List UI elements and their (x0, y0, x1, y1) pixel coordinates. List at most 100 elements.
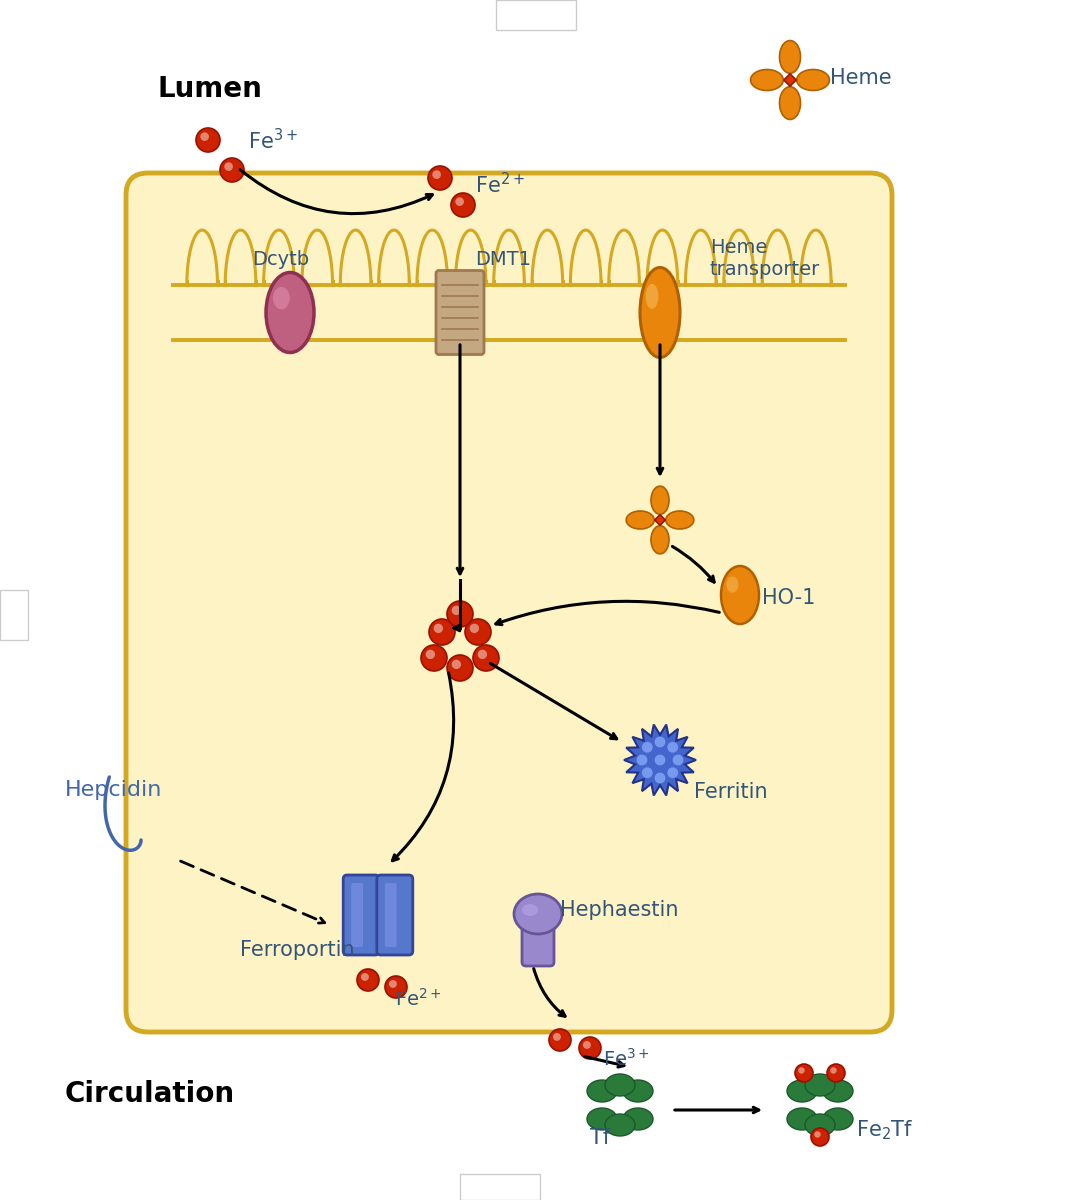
Ellipse shape (651, 486, 669, 515)
Circle shape (830, 1067, 836, 1074)
Circle shape (447, 655, 473, 680)
Circle shape (549, 1028, 571, 1051)
Circle shape (795, 1064, 813, 1082)
Ellipse shape (626, 511, 655, 529)
Circle shape (636, 755, 647, 766)
Ellipse shape (522, 904, 538, 916)
Text: Fe$^{3+}$: Fe$^{3+}$ (248, 128, 298, 154)
Circle shape (357, 970, 379, 991)
Circle shape (477, 649, 487, 659)
Circle shape (812, 1128, 829, 1146)
Circle shape (451, 660, 461, 670)
Ellipse shape (623, 1108, 654, 1130)
Ellipse shape (751, 70, 783, 90)
Text: Dcytb: Dcytb (252, 250, 309, 269)
Text: Hephaestin: Hephaestin (560, 900, 678, 920)
FancyBboxPatch shape (522, 920, 554, 966)
Text: HO-1: HO-1 (762, 588, 816, 608)
Ellipse shape (588, 1080, 617, 1102)
FancyBboxPatch shape (377, 875, 413, 955)
Text: Fe$^{3+}$: Fe$^{3+}$ (603, 1048, 650, 1070)
Ellipse shape (805, 1114, 835, 1136)
Ellipse shape (605, 1114, 635, 1136)
Circle shape (433, 170, 441, 179)
Text: Heme: Heme (830, 68, 892, 88)
Circle shape (655, 773, 665, 784)
Circle shape (451, 193, 475, 217)
Polygon shape (655, 515, 665, 526)
Ellipse shape (605, 1074, 635, 1096)
Ellipse shape (796, 70, 830, 90)
Circle shape (553, 1033, 560, 1040)
Circle shape (200, 132, 209, 140)
Ellipse shape (787, 1108, 817, 1130)
FancyBboxPatch shape (126, 173, 892, 1032)
Circle shape (655, 755, 665, 766)
Circle shape (456, 197, 464, 206)
Ellipse shape (721, 566, 758, 624)
Ellipse shape (623, 1080, 654, 1102)
Circle shape (434, 624, 443, 634)
Ellipse shape (787, 1080, 817, 1102)
Circle shape (815, 1132, 821, 1138)
Circle shape (579, 1037, 601, 1058)
Circle shape (428, 166, 452, 190)
Text: Circulation: Circulation (65, 1080, 235, 1108)
Circle shape (642, 767, 652, 778)
Text: Hepcidin: Hepcidin (65, 780, 162, 800)
Ellipse shape (646, 283, 659, 308)
Polygon shape (783, 73, 796, 86)
Circle shape (220, 158, 245, 182)
Polygon shape (624, 725, 696, 796)
Text: DMT1: DMT1 (475, 250, 531, 269)
Circle shape (385, 976, 407, 998)
Circle shape (655, 737, 665, 748)
Ellipse shape (726, 576, 739, 593)
Ellipse shape (823, 1108, 853, 1130)
Ellipse shape (514, 894, 562, 934)
Circle shape (827, 1064, 845, 1082)
Circle shape (668, 742, 678, 752)
Circle shape (465, 619, 491, 646)
Ellipse shape (651, 526, 669, 554)
Text: Fe$^{2+}$: Fe$^{2+}$ (395, 988, 441, 1010)
Ellipse shape (665, 511, 694, 529)
Ellipse shape (805, 1074, 835, 1096)
Circle shape (451, 606, 461, 616)
Circle shape (388, 980, 397, 988)
Text: Fe$^{2+}$: Fe$^{2+}$ (475, 172, 525, 197)
Circle shape (473, 646, 499, 671)
FancyBboxPatch shape (496, 0, 576, 30)
Ellipse shape (266, 272, 314, 353)
Circle shape (425, 649, 435, 659)
FancyBboxPatch shape (436, 270, 484, 354)
Ellipse shape (779, 41, 801, 73)
FancyBboxPatch shape (460, 1174, 540, 1200)
Ellipse shape (639, 268, 679, 358)
Ellipse shape (273, 287, 290, 310)
Circle shape (642, 742, 652, 752)
Circle shape (224, 162, 233, 170)
Text: Tf: Tf (590, 1128, 610, 1148)
Text: Fe$_2$Tf: Fe$_2$Tf (856, 1118, 913, 1141)
FancyBboxPatch shape (385, 883, 397, 947)
Text: Lumen: Lumen (158, 74, 263, 103)
Circle shape (668, 767, 678, 778)
Circle shape (428, 619, 456, 646)
Circle shape (583, 1040, 591, 1049)
FancyBboxPatch shape (343, 875, 379, 955)
Ellipse shape (823, 1080, 853, 1102)
Text: Ferritin: Ferritin (694, 782, 767, 802)
Text: Heme
transporter: Heme transporter (710, 238, 820, 278)
Circle shape (447, 601, 473, 626)
Ellipse shape (588, 1108, 617, 1130)
FancyBboxPatch shape (0, 590, 28, 640)
Circle shape (361, 973, 369, 980)
Circle shape (470, 624, 479, 634)
Circle shape (421, 646, 447, 671)
Text: Ferroportin: Ferroportin (240, 940, 355, 960)
Circle shape (799, 1067, 805, 1074)
FancyBboxPatch shape (352, 883, 364, 947)
Circle shape (196, 128, 220, 152)
Ellipse shape (779, 86, 801, 120)
